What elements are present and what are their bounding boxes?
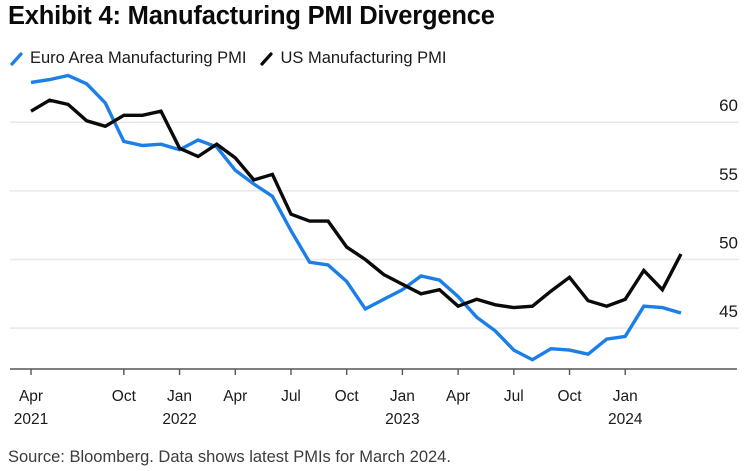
y-tick-label: 60 — [719, 96, 738, 115]
legend-item-euro: Euro Area Manufacturing PMI — [10, 49, 246, 68]
legend-item-us: US Manufacturing PMI — [260, 49, 446, 68]
x-tick-label: Oct — [557, 388, 582, 405]
x-axis: Apr 2021 Oct Jan 2022 Apr Jul Oct Jan 2023 Apr Jul O… — [10, 368, 737, 428]
y-tick-label: 50 — [719, 234, 738, 253]
legend-label-euro: Euro Area Manufacturing PMI — [30, 49, 247, 67]
x-tick-year-label: 2021 — [14, 411, 48, 428]
x-tick-label: Jul — [504, 388, 524, 405]
series-lines — [30, 73, 683, 362]
y-tick-label: 45 — [719, 302, 738, 321]
x-tick-label: Apr — [19, 388, 43, 405]
x-tick-label: Oct — [335, 388, 360, 405]
series-line-euro-area — [30, 73, 682, 362]
x-tick-label: Apr — [223, 388, 247, 405]
y-tick-label: 55 — [719, 165, 738, 184]
legend-label-us: US Manufacturing PMI — [280, 49, 447, 67]
legend: Euro Area Manufacturing PMI US Manufactu… — [10, 49, 460, 68]
legend-swatch-us-icon — [260, 51, 274, 66]
x-tick-year-label: 2022 — [162, 411, 196, 428]
source-note: Source: Bloomberg. Data shows latest PMI… — [8, 448, 451, 466]
x-tick-year-label: 2023 — [385, 411, 419, 428]
x-tick-year-label: 2024 — [608, 411, 643, 428]
x-tick-label: Apr — [446, 388, 470, 405]
x-tick-label: Oct — [112, 388, 137, 405]
y-axis: 45 50 55 60 — [719, 96, 738, 321]
gridlines — [10, 121, 739, 329]
chart-title: Exhibit 4: Manufacturing PMI Divergence — [8, 2, 495, 30]
x-tick-label: Jul — [281, 388, 301, 405]
x-tick-label: Jan — [167, 388, 192, 405]
x-tick-label: Jan — [390, 388, 415, 405]
series-line-us — [30, 98, 683, 310]
x-tick-label: Jan — [613, 388, 638, 405]
legend-swatch-euro-icon — [10, 51, 23, 66]
